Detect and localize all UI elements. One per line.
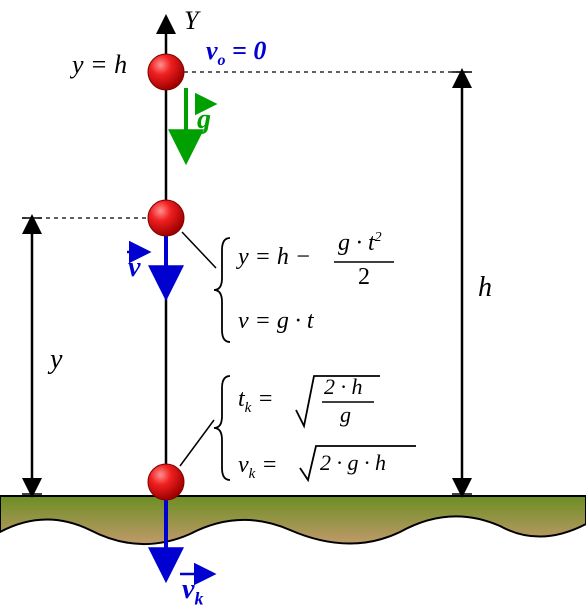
eq4-rad: 2 · g · h [320, 450, 386, 476]
vk-sub: k [194, 589, 203, 609]
v0-v: v [206, 36, 218, 65]
eq1-lhs: y = h − [238, 244, 311, 270]
eq1-num: g · t2 [338, 230, 382, 257]
y-equals-h: y = h [72, 50, 127, 80]
eq4: vk = [238, 452, 278, 483]
v-label: v [128, 252, 140, 284]
physics-diagram [0, 0, 586, 610]
eq1-num-text: g · t [338, 230, 375, 256]
y-axis-label: Y [184, 6, 198, 36]
eq3-num: 2 · h [324, 374, 363, 400]
eq4-eq: = [255, 452, 277, 478]
eq3-t: t [238, 386, 245, 412]
brace-2 [214, 376, 230, 480]
eq4-v: v [238, 452, 249, 478]
v0-sub: o [218, 52, 226, 69]
v0-label: vo = 0 [206, 36, 266, 70]
g-label: g [197, 104, 211, 136]
ball-bottom [148, 464, 184, 500]
eq2: v = g · t [238, 308, 314, 335]
eq3-den: g [340, 402, 351, 428]
eq1-exp: 2 [375, 230, 382, 245]
eq1-den: 2 [358, 264, 370, 291]
eq1: y = h − [238, 244, 311, 271]
ball-top [148, 54, 184, 90]
eq3-eq: = [251, 386, 273, 412]
brace-1 [214, 238, 230, 342]
h-dimension-label: h [478, 272, 492, 304]
ball-mid [148, 200, 184, 236]
v0-tail: = 0 [226, 36, 267, 65]
connector-1 [182, 232, 216, 268]
y-dimension-label: y [50, 344, 62, 376]
vk-v: v [182, 574, 194, 605]
eq3: tk = [238, 386, 274, 417]
connector-2 [180, 420, 214, 466]
vk-label: vk [182, 574, 203, 610]
ground [0, 496, 586, 544]
